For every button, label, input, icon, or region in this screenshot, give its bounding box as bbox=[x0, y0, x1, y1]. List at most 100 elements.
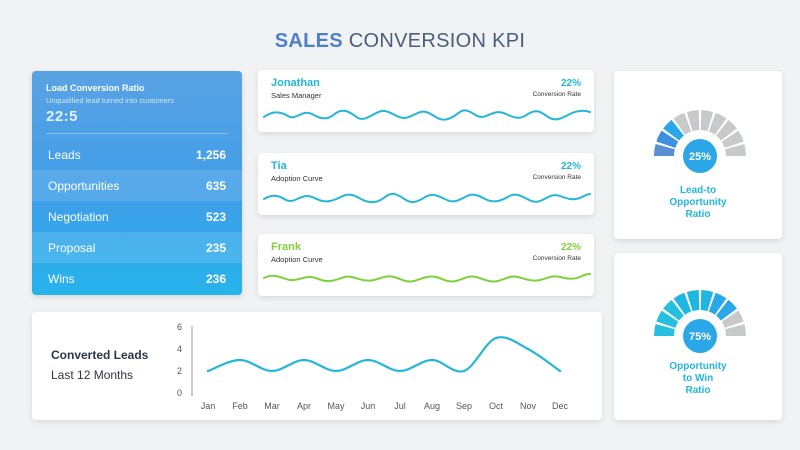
person-name: Jonathan bbox=[271, 77, 320, 89]
data-point bbox=[494, 336, 498, 340]
person-card-frank: Frank Adoption Curve 22% Conversion Rate bbox=[258, 234, 594, 296]
chart-title: Converted Leads bbox=[51, 348, 149, 362]
gauge-card-lead-to-opportunity: 25% Lead-to Opportunity Ratio bbox=[614, 71, 782, 239]
y-tick-label: 0 bbox=[177, 388, 182, 398]
funnel-ratio: 22:5 bbox=[46, 108, 79, 125]
page-title: SALES CONVERSION KPI bbox=[0, 30, 800, 53]
gauge-segment bbox=[716, 119, 737, 141]
gauge-segment bbox=[725, 144, 746, 156]
gauge-label-line: to Win bbox=[682, 373, 714, 384]
gauge-label: Lead-to Opportunity Ratio bbox=[614, 185, 782, 221]
person-role: Adoption Curve bbox=[271, 174, 323, 183]
funnel-heading: Load Conversion Ratio bbox=[46, 83, 145, 93]
gauge-segment bbox=[656, 130, 679, 148]
funnel-row-negotiation: Negotiation 523 bbox=[32, 201, 242, 232]
gauge-segment bbox=[708, 292, 727, 315]
gauge-segment bbox=[700, 110, 714, 132]
data-point bbox=[270, 369, 274, 373]
person-percent-label: Conversion Rate bbox=[532, 174, 581, 181]
x-tick-label: Oct bbox=[489, 401, 504, 411]
gauge-segment bbox=[725, 324, 746, 336]
gauge-label-line: Ratio bbox=[685, 385, 711, 396]
gauge-segment bbox=[673, 112, 692, 135]
funnel-row-proposal: Proposal 235 bbox=[32, 232, 242, 263]
gauge-label-line: Ratio bbox=[685, 209, 711, 220]
person-percent: 22% bbox=[560, 242, 581, 253]
sparkline-path bbox=[263, 192, 591, 204]
funnel-row-wins: Wins 236 bbox=[32, 263, 242, 294]
funnel-row-value: 635 bbox=[205, 178, 226, 193]
gauge-value: 75% bbox=[689, 331, 711, 343]
person-percent: 22% bbox=[560, 78, 581, 89]
data-point bbox=[206, 369, 210, 373]
data-point bbox=[238, 358, 242, 362]
funnel-row-leads: Leads 1,256 bbox=[32, 139, 242, 170]
data-point bbox=[366, 358, 370, 362]
funnel-row-value: 523 bbox=[205, 209, 226, 224]
gauge-center bbox=[683, 319, 717, 353]
gauge-segment bbox=[721, 130, 744, 148]
data-point bbox=[334, 369, 338, 373]
gauge: 25% bbox=[654, 110, 746, 176]
data-point bbox=[558, 369, 562, 373]
gauge-label-line: Lead-to bbox=[679, 185, 717, 196]
gauge: 75% bbox=[654, 290, 746, 356]
person-percent-label: Conversion Rate bbox=[532, 255, 581, 262]
sparkline bbox=[263, 273, 591, 283]
gauge-segment bbox=[663, 299, 684, 321]
y-tick-label: 6 bbox=[177, 322, 182, 332]
title-rest: CONVERSION KPI bbox=[348, 30, 526, 52]
person-card-tia: Tia Adoption Curve 22% Conversion Rate bbox=[258, 153, 594, 215]
person-card-jonathan: Jonathan Sales Manager 22% Conversion Ra… bbox=[258, 70, 594, 132]
gauge-segment bbox=[654, 324, 675, 336]
funnel-row-label: Negotiation bbox=[48, 209, 109, 224]
gauge-center bbox=[683, 139, 717, 173]
funnel-row-opportunities: Opportunities 635 bbox=[32, 170, 242, 201]
sparkline-path bbox=[263, 109, 591, 121]
data-point bbox=[462, 369, 466, 373]
person-percent: 22% bbox=[560, 161, 581, 172]
divider bbox=[46, 133, 228, 134]
gauge-segment bbox=[721, 310, 744, 328]
lead-conversion-panel: Load Conversion Ratio Unqualified lead t… bbox=[32, 71, 242, 295]
x-tick-label: Feb bbox=[232, 401, 248, 411]
gauge-label-line: Opportunity bbox=[669, 361, 727, 372]
funnel-row-label: Proposal bbox=[48, 240, 96, 255]
funnel-row-value: 235 bbox=[205, 240, 226, 255]
title-strong: SALES bbox=[274, 30, 343, 52]
funnel-row-value: 236 bbox=[205, 271, 226, 286]
gauge-segment bbox=[686, 290, 700, 312]
data-point bbox=[526, 347, 530, 351]
funnel-row-value: 1,256 bbox=[195, 147, 226, 162]
funnel-row-label: Leads bbox=[48, 147, 81, 162]
gauge-segment bbox=[708, 112, 727, 135]
y-tick-label: 4 bbox=[177, 344, 182, 354]
person-name: Tia bbox=[271, 160, 287, 172]
sparkline bbox=[263, 192, 591, 204]
x-tick-label: Apr bbox=[297, 401, 311, 411]
x-tick-label: Jan bbox=[201, 401, 216, 411]
x-tick-label: Jun bbox=[361, 401, 376, 411]
funnel-subheading: Unqualified lead turned into customers bbox=[46, 96, 174, 105]
gauge-segment bbox=[673, 292, 692, 315]
x-tick-label: Aug bbox=[424, 401, 440, 411]
data-point bbox=[430, 358, 434, 362]
funnel-row-label: Opportunities bbox=[48, 178, 120, 193]
x-tick-label: Jul bbox=[394, 401, 406, 411]
sparkline bbox=[263, 109, 591, 121]
gauge-segment bbox=[654, 144, 675, 156]
person-name: Frank bbox=[271, 241, 301, 253]
person-role: Sales Manager bbox=[271, 91, 322, 100]
gauge-segment bbox=[700, 290, 714, 312]
gauge-card-opportunity-to-win: 75% Opportunity to Win Ratio bbox=[614, 253, 782, 420]
chart-subtitle: Last 12 Months bbox=[51, 368, 134, 382]
line-series bbox=[206, 336, 562, 373]
person-percent-label: Conversion Rate bbox=[532, 91, 581, 98]
converted-leads-card: Converted Leads Last 12 Months 6 4 2 0 Jan Fe… bbox=[32, 312, 602, 420]
funnel-row-label: Wins bbox=[48, 271, 75, 286]
data-point bbox=[302, 358, 306, 362]
sparkline-path bbox=[263, 273, 591, 283]
gauge-value: 25% bbox=[689, 151, 711, 163]
x-tick-label: Mar bbox=[264, 401, 280, 411]
gauge-label-line: Opportunity bbox=[669, 197, 727, 208]
